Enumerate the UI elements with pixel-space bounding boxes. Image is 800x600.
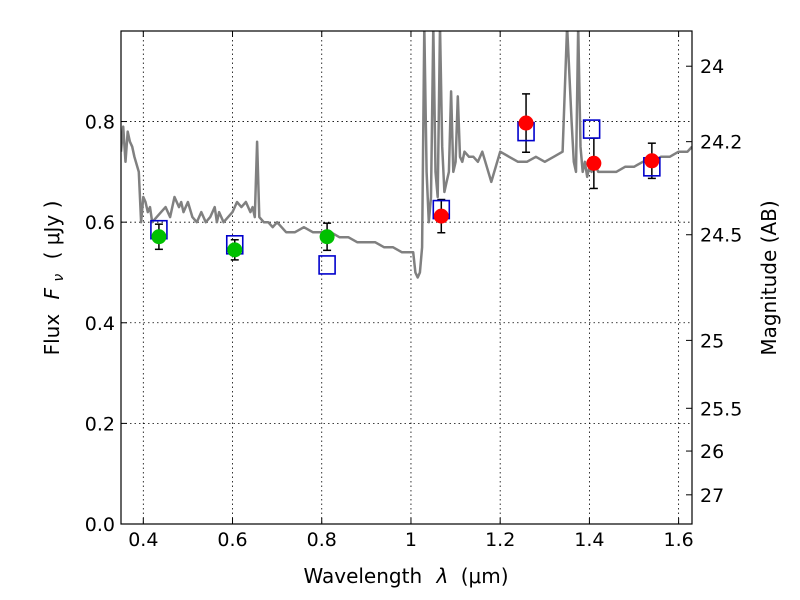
x-tick-label-1: 0.6 [217, 529, 247, 551]
right-tick-label-0: 24 [700, 56, 724, 78]
observed-green-point-2 [319, 229, 335, 245]
right-tick-label-2: 24.5 [700, 225, 742, 247]
y-axis-title-symbol: F [40, 287, 64, 299]
observed-red-point-0 [433, 208, 449, 224]
model-photometry-square-5 [582, 119, 601, 139]
tick-layer: 0.4 0.6 0.8 1 1.2 1.4 1.6 0.0 0.2 0.4 0.6 0.8 24 24.2… [85, 31, 742, 551]
right-tick-label-1: 24.2 [700, 132, 742, 154]
observed-red-point-2 [586, 155, 602, 171]
x-axis-title: Wavelength λ (μm) [303, 564, 508, 588]
y-tick-label-1: 0.2 [85, 413, 115, 435]
y-axis-title-subscript: ν [51, 274, 67, 282]
plot-frame [120, 30, 693, 525]
y-axis-title: Flux F ν ( μJy ) [40, 201, 68, 356]
x-tick-label-5: 1.4 [574, 529, 604, 551]
x-axis-title-main: Wavelength [303, 564, 422, 588]
model-spectrum-line [121, 31, 692, 279]
x-tick-label-4: 1.2 [485, 529, 515, 551]
marker-layer [150, 115, 661, 275]
y-tick-label-4: 0.8 [85, 112, 115, 134]
x-tick-label-0: 0.4 [128, 529, 158, 551]
observed-green-point-1 [227, 242, 243, 258]
model-photometry-square-2 [318, 255, 336, 275]
y-tick-label-3: 0.6 [85, 212, 115, 234]
right-tick-label-6: 27 [700, 485, 724, 507]
right-tick-label-4: 25.5 [700, 398, 742, 420]
x-tick-label-2: 0.8 [307, 529, 337, 551]
grid-layer [121, 31, 692, 525]
x-tick-label-6: 1.6 [664, 529, 694, 551]
y-tick-label-2: 0.4 [85, 313, 115, 335]
observed-red-point-3 [644, 153, 660, 169]
y-axis-title-unit: ( μJy ) [40, 201, 64, 260]
right-axis-title: Magnitude (AB) [757, 200, 781, 355]
x-tick-label-3: 1 [405, 529, 417, 551]
spectrum-layer [121, 31, 692, 279]
observed-red-point-1 [518, 115, 534, 131]
right-tick-label-5: 26 [700, 441, 724, 463]
y-axis-title-main: Flux [40, 314, 64, 356]
x-axis-title-symbol: λ [436, 564, 449, 588]
x-axis-title-unit: (μm) [461, 564, 509, 588]
observed-green-point-0 [151, 229, 167, 245]
y-tick-label-0: 0.0 [85, 514, 115, 536]
right-tick-label-3: 25 [700, 330, 724, 352]
